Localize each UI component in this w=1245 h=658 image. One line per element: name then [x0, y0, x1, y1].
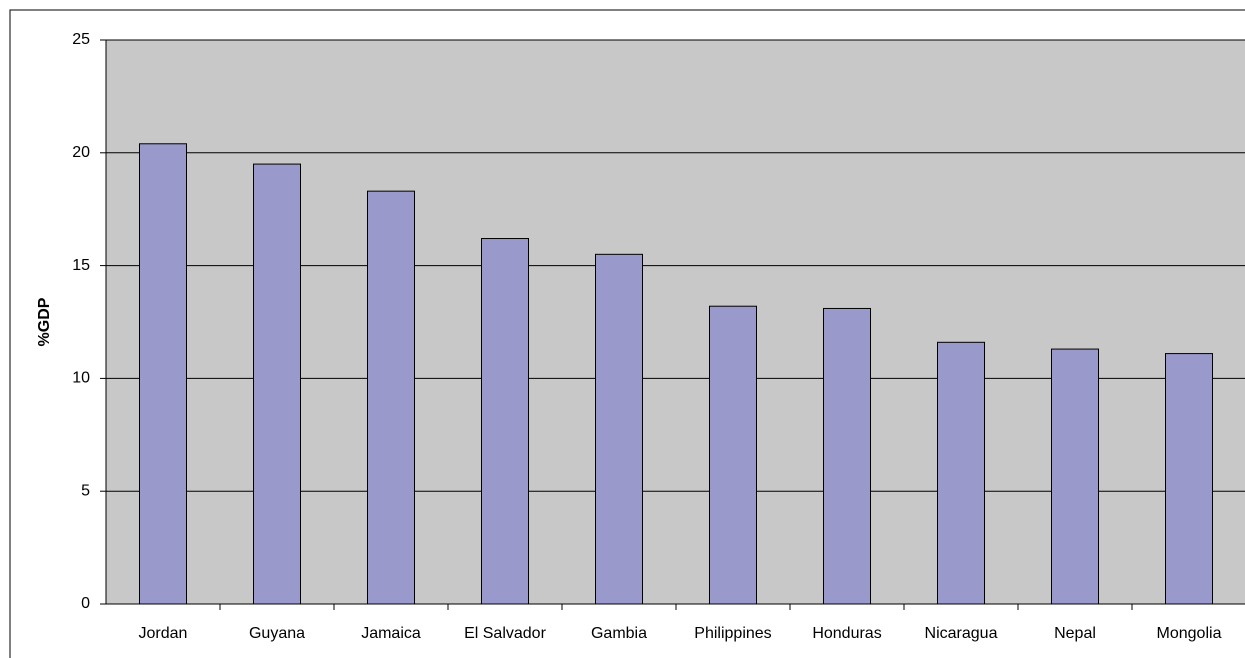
bar [1051, 348, 1099, 605]
bar [139, 143, 187, 605]
x-tick-label: Nicaragua [925, 625, 998, 642]
x-tick-label: Mongolia [1157, 625, 1222, 642]
bar [709, 305, 757, 605]
y-tick-label: 20 [72, 144, 90, 161]
bar [1165, 353, 1213, 605]
x-tick-label: Guyana [249, 625, 305, 642]
bar [481, 238, 529, 605]
y-tick-label: 10 [72, 370, 90, 387]
x-tick-label: Honduras [812, 625, 881, 642]
bar [937, 341, 985, 605]
x-tick-label: Nepal [1054, 625, 1096, 642]
y-axis-label: %GDP [36, 297, 53, 346]
x-tick-label: Philippines [694, 625, 771, 642]
bar [367, 190, 415, 605]
x-tick-label: El Salvador [464, 625, 546, 642]
y-tick-label: 5 [81, 482, 90, 499]
y-tick-label: 0 [81, 595, 90, 612]
y-tick-label: 25 [72, 31, 90, 48]
x-tick-label: Jamaica [361, 625, 421, 642]
y-tick-label: 15 [72, 257, 90, 274]
bar [823, 307, 871, 605]
bar [253, 163, 301, 605]
x-tick-label: Gambia [591, 625, 647, 642]
x-tick-label: Jordan [139, 625, 188, 642]
bar [595, 253, 643, 605]
chart-frame [9, 9, 1245, 658]
